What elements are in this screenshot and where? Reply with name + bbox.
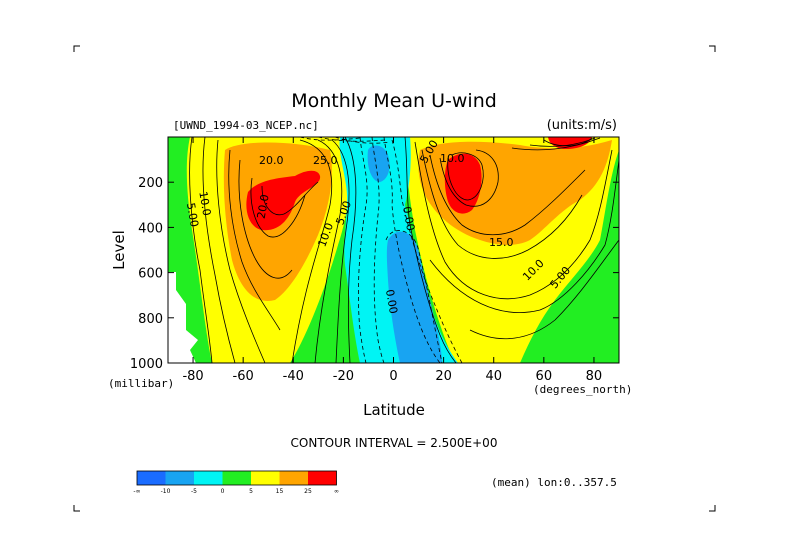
colorbar: -∞ -10 -5 0 5 15 25 ∞ <box>133 470 339 495</box>
x-tick-label: -40 <box>283 369 304 384</box>
x-tick-label: -60 <box>233 369 254 384</box>
contour-label: 15.0 <box>489 236 514 249</box>
y-axis: 200 400 600 800 1000 <box>130 176 619 372</box>
crop-marks <box>73 45 716 512</box>
x-axis-title: Latitude <box>363 401 425 419</box>
contour-label: 25.0 <box>313 154 338 167</box>
y-tick-label: 600 <box>138 267 163 282</box>
chart-title: Monthly Mean U-wind <box>291 90 497 112</box>
x-axis-units: (degrees_north) <box>533 383 632 396</box>
y-axis-title: Level <box>110 230 128 270</box>
contour-interval-label: CONTOUR INTERVAL = 2.500E+00 <box>291 436 498 450</box>
x-tick-label: 0 <box>389 369 397 384</box>
y-tick-label: 1000 <box>130 357 163 372</box>
region-blue-upper <box>367 145 390 182</box>
contour-label: 5.00 <box>184 202 201 228</box>
y-tick-label: 200 <box>138 176 163 191</box>
x-axis: -80 -60 -40 -20 0 20 40 60 80 <box>182 137 602 384</box>
contour-lines-dashed <box>299 136 463 364</box>
colorbar-label: 25 <box>304 488 312 495</box>
region-no-data <box>168 272 198 363</box>
colorbar-label: -5 <box>191 488 197 495</box>
contour-label: 10.0 <box>440 152 465 165</box>
y-axis-units: (millibar) <box>108 377 174 390</box>
x-tick-label: 40 <box>485 369 502 384</box>
x-tick-label: 60 <box>536 369 553 384</box>
x-tick-label: -80 <box>182 369 203 384</box>
y-tick-label: 400 <box>138 221 163 236</box>
colorbar-swatch <box>222 471 251 485</box>
colorbar-label: 0 <box>221 488 225 495</box>
colorbar-swatch <box>194 471 223 485</box>
region-red-south <box>246 170 321 231</box>
contour-label: 20.0 <box>255 193 272 219</box>
colorbar-swatch <box>137 471 166 485</box>
colorbar-frame <box>136 470 337 486</box>
colorbar-label: -10 <box>161 488 171 495</box>
contour-lines <box>189 136 620 364</box>
colorbar-swatch <box>308 471 337 485</box>
plot-area: 20.0 25.0 20.0 10.0 5.00 10.0 5.00 0.00 … <box>167 136 620 364</box>
y-tick-label: 800 <box>138 312 163 327</box>
contour-label: 10.0 <box>196 190 213 216</box>
contour-label: 0.00 <box>383 288 400 314</box>
colorbar-label: -∞ <box>133 488 140 495</box>
colorbar-swatch <box>279 471 308 485</box>
dataset-label: [UWND_1994-03_NCEP.nc] <box>173 119 319 132</box>
region-blue-tropics <box>386 231 442 363</box>
x-tick-label: 80 <box>586 369 603 384</box>
footer-note: (mean) lon:0..357.5 <box>491 476 617 489</box>
contour-label: 0.00 <box>400 205 417 231</box>
x-tick-label: -20 <box>333 369 354 384</box>
units-label: (units:m/s) <box>547 118 617 133</box>
colorbar-label: ∞ <box>334 488 339 495</box>
colorbar-label: 15 <box>276 488 284 495</box>
colorbar-swatch <box>165 471 194 485</box>
colorbar-swatch <box>251 471 280 485</box>
colorbar-label: 5 <box>249 488 253 495</box>
x-tick-label: 20 <box>435 369 452 384</box>
contour-label: 20.0 <box>259 154 284 167</box>
